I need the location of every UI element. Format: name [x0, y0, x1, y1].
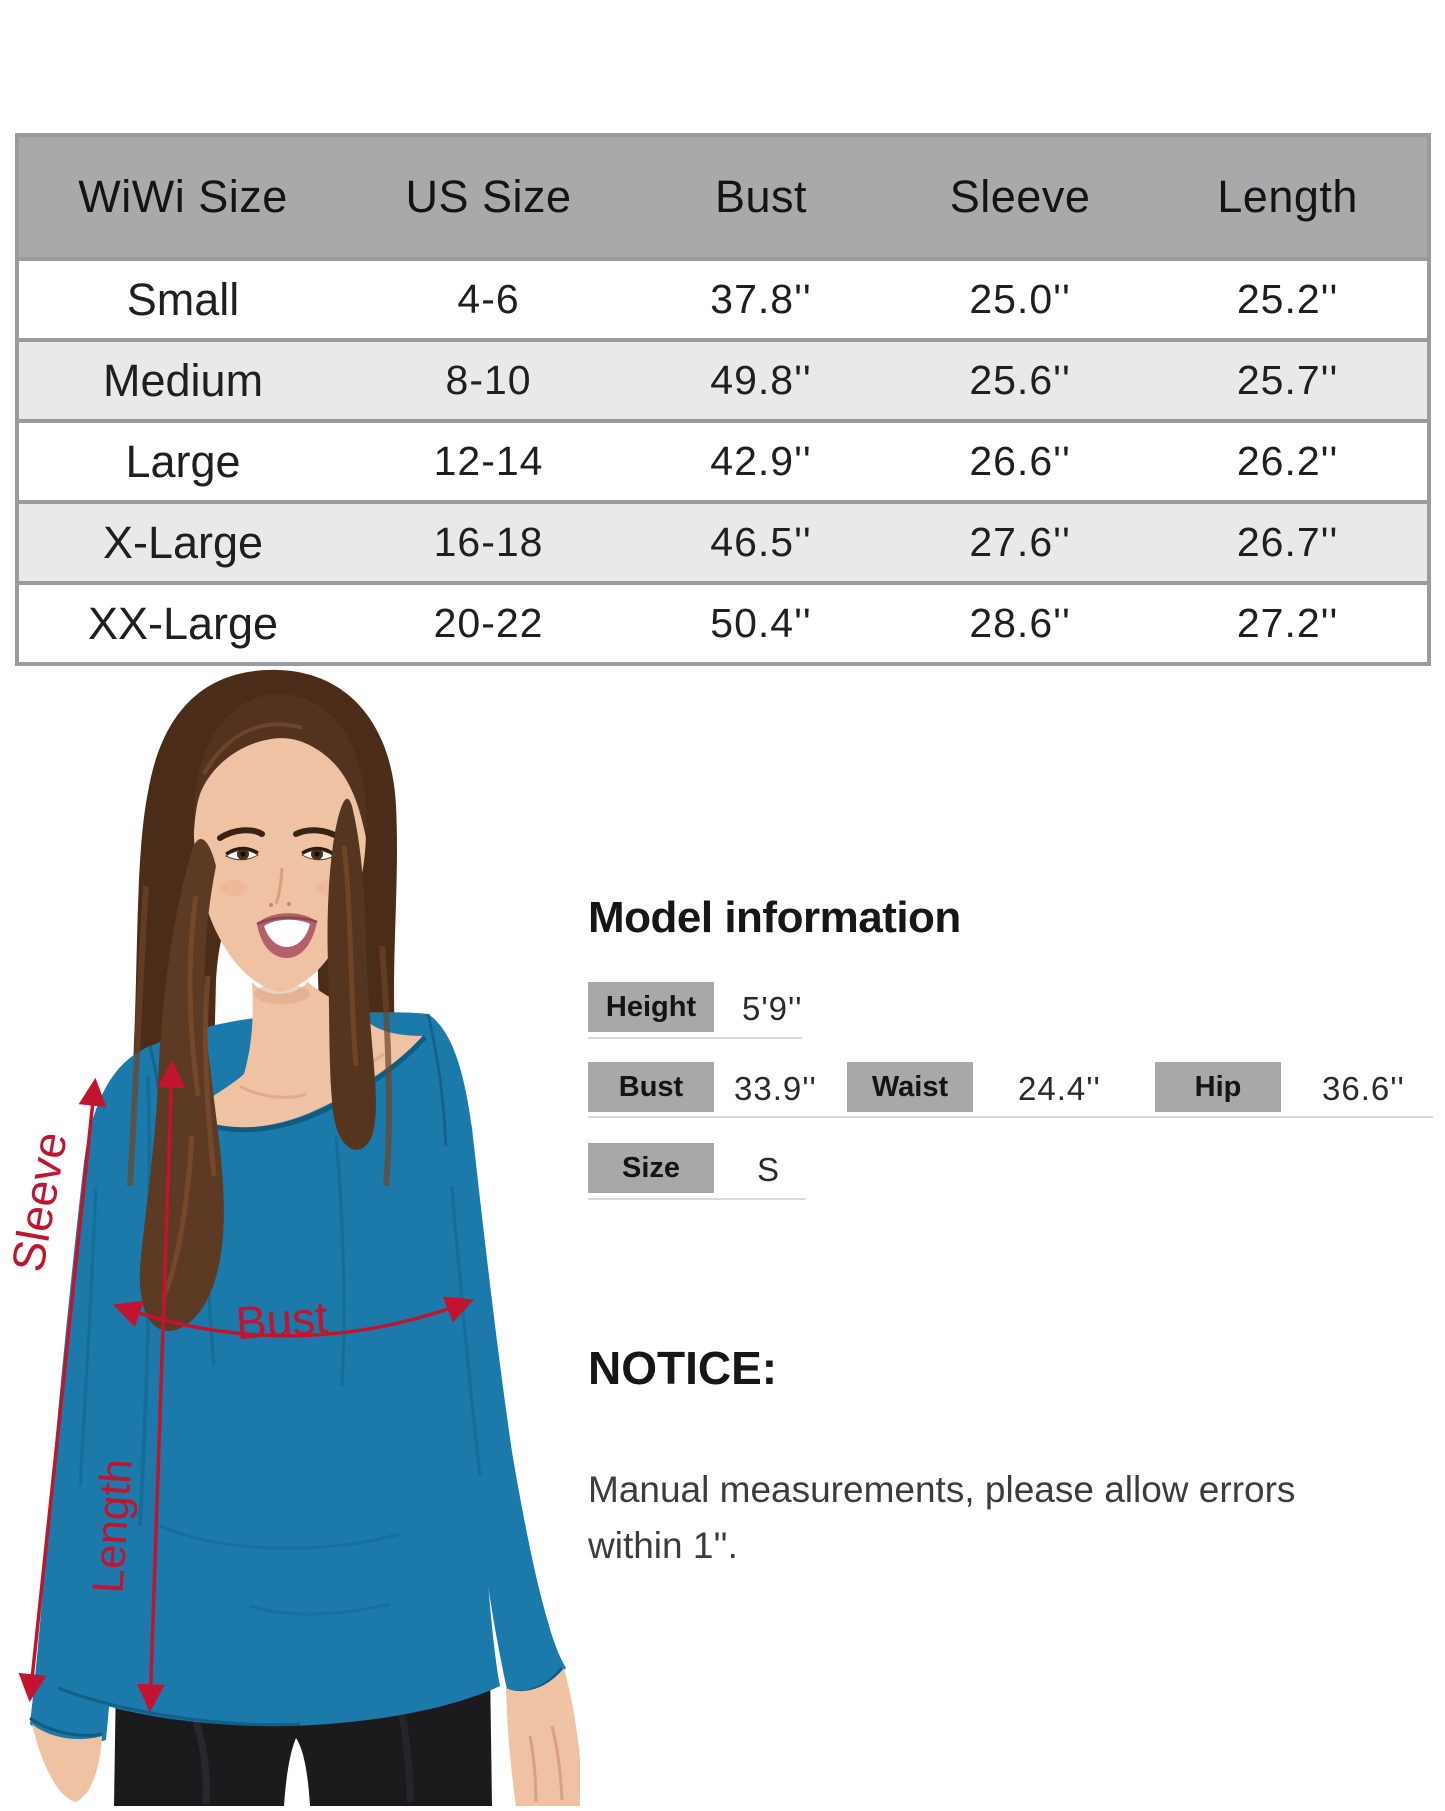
model-hands [32, 1668, 582, 1806]
cell-sleeve: 28.6'' [891, 581, 1149, 662]
cell-size-name: XX-Large [19, 581, 348, 662]
cell-sleeve: 27.6'' [891, 500, 1149, 581]
length-label: Length [83, 1457, 141, 1595]
model-illustration: Sleeve Length Bust [1, 669, 582, 1806]
cell-us-size: 8-10 [347, 338, 631, 419]
cell-bust: 46.5'' [630, 500, 892, 581]
cell-length: 26.2'' [1148, 419, 1427, 500]
cell-length: 27.2'' [1148, 581, 1427, 662]
table-row-large: Large 12-14 42.9'' 26.6'' 26.2'' [19, 419, 1427, 500]
col-header-sleeve: Sleeve [891, 137, 1149, 257]
cell-bust: 49.8'' [630, 338, 892, 419]
col-header-bust: Bust [630, 137, 892, 257]
cell-bust: 42.9'' [630, 419, 892, 500]
notice-body: Manual measurements, please allow errors… [588, 1469, 1296, 1566]
col-header-wiwi-size: WiWi Size [19, 137, 348, 257]
table-row-medium: Medium 8-10 49.8'' 25.6'' 25.7'' [19, 338, 1427, 419]
hip-value: 36.6'' [1322, 1070, 1405, 1107]
cell-us-size: 16-18 [347, 500, 631, 581]
bust-arrow [113, 1296, 474, 1338]
model-info-title: Model information [588, 893, 961, 942]
bust-badge: Bust [588, 1062, 714, 1112]
table-row-xx-large: XX-Large 20-22 50.4'' 28.6'' 27.2'' [19, 581, 1427, 662]
cell-size-name: Medium [19, 338, 348, 419]
cell-us-size: 20-22 [347, 581, 631, 662]
divider [588, 1116, 1433, 1118]
waist-badge: Waist [847, 1062, 973, 1112]
cell-size-name: Large [19, 419, 348, 500]
table-row-x-large: X-Large 16-18 46.5'' 27.6'' 26.7'' [19, 500, 1427, 581]
bust-value: 33.9'' [734, 1070, 817, 1107]
notice-title: NOTICE: [588, 1342, 778, 1394]
size-value: S [757, 1151, 781, 1188]
model-photo: Sleeve Length Bust [0, 646, 582, 1806]
size-table: WiWi Size US Size Bust Sleeve Length Sma… [15, 133, 1431, 666]
size-badge: Size [588, 1143, 714, 1193]
cell-us-size: 12-14 [347, 419, 631, 500]
size-table-header-row: WiWi Size US Size Bust Sleeve Length [19, 137, 1427, 257]
cell-length: 25.2'' [1148, 257, 1427, 338]
cell-length: 26.7'' [1148, 500, 1427, 581]
waist-value: 24.4'' [1018, 1070, 1101, 1107]
sleeve-arrow [18, 1077, 107, 1703]
hip-badge: Hip [1155, 1062, 1281, 1112]
divider [588, 1037, 802, 1039]
cell-size-name: X-Large [19, 500, 348, 581]
bust-label: Bust [234, 1291, 330, 1349]
cell-bust: 50.4'' [630, 581, 892, 662]
height-value: 5'9'' [742, 990, 803, 1027]
cell-sleeve: 25.0'' [891, 257, 1149, 338]
cell-bust: 37.8'' [630, 257, 892, 338]
col-header-us-size: US Size [347, 137, 631, 257]
height-badge: Height [588, 982, 714, 1032]
divider [588, 1198, 806, 1200]
cell-length: 25.7'' [1148, 338, 1427, 419]
measurement-annotations [18, 1059, 474, 1713]
model-face [193, 706, 367, 992]
table-row-small: Small 4-6 37.8'' 25.0'' 25.2'' [19, 257, 1427, 338]
cell-us-size: 4-6 [347, 257, 631, 338]
cell-sleeve: 26.6'' [891, 419, 1149, 500]
cell-size-name: Small [19, 257, 348, 338]
length-arrow [136, 1059, 186, 1713]
sleeve-label: Sleeve [1, 1128, 77, 1276]
col-header-length: Length [1148, 137, 1427, 257]
cell-sleeve: 25.6'' [891, 338, 1149, 419]
